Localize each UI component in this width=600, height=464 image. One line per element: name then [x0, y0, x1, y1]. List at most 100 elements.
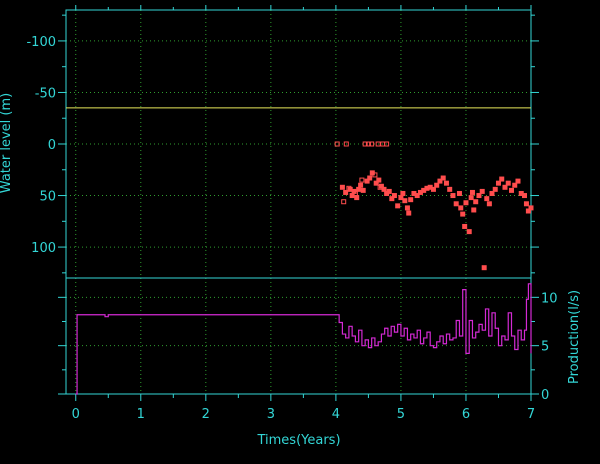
water-level-point: [473, 199, 479, 205]
top-y-tick-label: 50: [39, 190, 56, 205]
water-level-point: [430, 186, 436, 192]
top-y-tick-label: -50: [35, 86, 56, 101]
water-level-point: [518, 190, 524, 196]
water-level-point: [427, 184, 433, 190]
water-level-point: [386, 188, 392, 194]
x-tick-label: 5: [397, 407, 405, 422]
water-level-point: [411, 190, 417, 196]
water-level-point: [450, 193, 456, 199]
water-level-point: [434, 182, 440, 188]
bottom-y-tick-label: 5: [541, 340, 549, 355]
x-tick-label: 0: [72, 407, 80, 422]
water-level-point: [512, 182, 518, 188]
water-level-point: [347, 186, 353, 192]
water-level-point: [341, 199, 347, 205]
x-tick-label: 1: [137, 407, 145, 422]
water-level-point: [456, 190, 462, 196]
x-tick-label: 2: [202, 407, 210, 422]
water-level-point: [437, 178, 443, 184]
water-level-point: [417, 189, 423, 195]
water-level-point: [354, 195, 360, 201]
water-level-point: [375, 141, 381, 147]
water-level-point: [528, 205, 534, 211]
x-tick-label: 7: [527, 407, 535, 422]
water-level-point: [479, 188, 485, 194]
water-level-point: [367, 175, 373, 181]
water-level-point: [484, 196, 490, 202]
water-level-point: [521, 193, 527, 199]
water-level-point: [343, 141, 349, 147]
x-axis-title: Times(Years): [256, 433, 340, 448]
water-level-point: [358, 182, 364, 188]
x-tick-label: 3: [267, 407, 275, 422]
water-level-point: [469, 189, 475, 195]
water-level-point: [462, 223, 468, 229]
water-level-point: [384, 190, 390, 196]
water-level-point: [369, 170, 375, 176]
x-tick-label: 6: [462, 407, 470, 422]
water-level-point: [414, 193, 420, 199]
bottom-y-tick-label: 0: [541, 388, 549, 403]
water-level-point: [360, 187, 366, 193]
water-level-point: [376, 177, 382, 183]
water-level-point: [515, 178, 521, 184]
water-level-point: [356, 186, 362, 192]
water-level-point: [334, 141, 340, 147]
water-level-point: [391, 193, 397, 199]
data-series: [66, 107, 534, 395]
water-level-point: [489, 190, 495, 196]
top-y-tick-label: -100: [26, 35, 56, 50]
water-level-point: [453, 201, 459, 207]
water-level-point: [471, 207, 477, 213]
production-line: [75, 283, 532, 395]
bottom-y-tick-label: 10: [541, 291, 558, 306]
water-level-point: [523, 201, 529, 207]
water-level-point: [373, 180, 379, 186]
water-level-point: [349, 193, 355, 199]
water-level-point: [421, 187, 427, 193]
water-level-point: [502, 184, 508, 190]
water-level-point: [443, 180, 449, 186]
water-level-point: [447, 186, 453, 192]
water-level-point: [398, 195, 404, 201]
water-level-point: [395, 203, 401, 209]
water-level-point: [495, 180, 501, 186]
water-level-point: [481, 265, 487, 271]
water-level-point: [389, 196, 395, 202]
x-tick-label: 4: [332, 407, 340, 422]
water-level-point: [384, 141, 390, 147]
water-level-point: [468, 195, 474, 201]
water-level-point: [463, 200, 469, 206]
water-level-point: [369, 141, 375, 147]
top-y-axis-title: Water level (m): [0, 93, 14, 193]
water-level-point: [359, 177, 365, 183]
water-level-point: [458, 205, 464, 211]
water-level-point: [486, 201, 492, 207]
water-level-point: [476, 193, 482, 199]
water-level-point: [492, 186, 498, 192]
water-level-point: [404, 205, 410, 211]
water-level-point: [440, 175, 446, 181]
water-level-point: [499, 176, 505, 182]
water-level-point: [460, 211, 466, 217]
water-level-point: [525, 208, 531, 214]
water-level-point: [351, 188, 357, 194]
tick-labels: 0 1 2 3 4 5 6 7 100 50 0 -50 -100 0 5 10: [26, 35, 557, 422]
water-level-point: [402, 198, 408, 204]
water-level-point: [408, 197, 414, 203]
water-level-point: [365, 141, 371, 147]
water-level-point: [364, 178, 370, 184]
water-level-point: [362, 141, 368, 147]
water-level-point: [505, 180, 511, 186]
top-y-tick-label: 0: [48, 138, 56, 153]
water-level-point: [378, 183, 384, 189]
water-level-point: [381, 186, 387, 192]
water-level-point: [508, 187, 514, 193]
top-y-tick-label: 100: [31, 241, 56, 256]
bottom-y-axis-title: Production(l/s): [567, 290, 582, 384]
water-level-point: [339, 184, 345, 190]
water-level-point: [466, 229, 472, 235]
water-level-point: [400, 190, 406, 196]
water-level-point: [424, 185, 430, 191]
